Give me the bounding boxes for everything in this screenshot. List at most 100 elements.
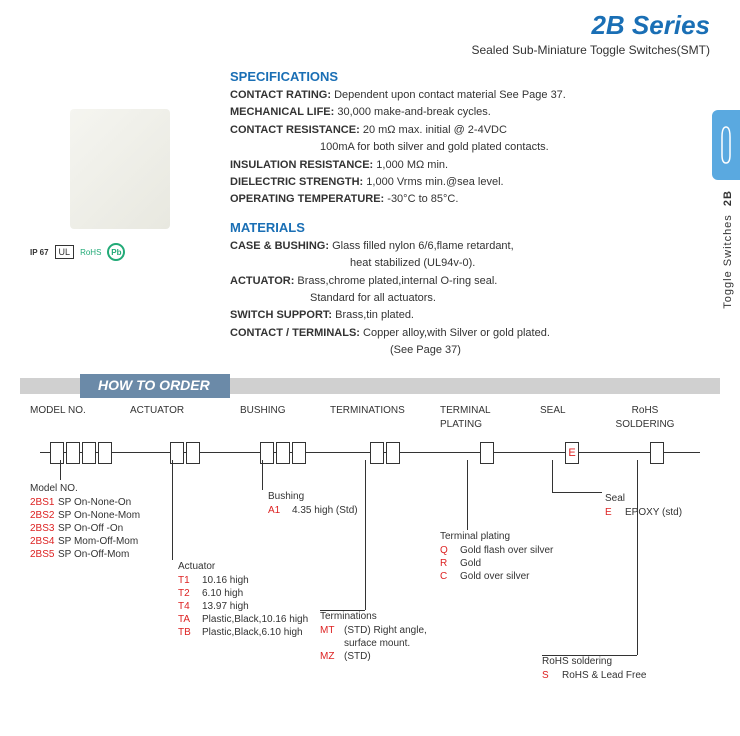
v: SP On-None-On	[58, 497, 131, 508]
c: C	[440, 570, 460, 584]
val: Copper alloy,with Silver or gold plated.	[360, 327, 550, 339]
c: T2	[178, 587, 198, 601]
bush-head: Bushing	[268, 490, 304, 504]
box-bush-2	[276, 442, 290, 464]
lbl: MECHANICAL LIFE:	[230, 106, 334, 118]
c: T4	[178, 600, 198, 614]
box-rohs-1	[650, 442, 664, 464]
side-tab	[712, 110, 740, 180]
box-model-2	[66, 442, 80, 464]
seal-head: Seal	[605, 492, 625, 506]
boxes-row: E	[20, 442, 720, 474]
c: E	[605, 506, 625, 520]
spec-dielectric: DIELECTRIC STRENGTH: 1,000 Vrms min.@sea…	[230, 175, 720, 190]
model-r4: 2BS4SP Mom-Off-Mom	[30, 535, 138, 549]
c: 2BS4	[30, 535, 58, 549]
mat-actuator: ACTUATOR: Brass,chrome plated,internal O…	[230, 274, 720, 289]
hconn-seal	[552, 492, 602, 493]
how-to-order-bar: HOW TO ORDER	[20, 374, 720, 398]
v: Gold flash over silver	[460, 545, 553, 556]
model-head: Model NO.	[30, 482, 78, 496]
vline-actuator	[172, 460, 173, 560]
v: RoHS & Lead Free	[562, 670, 647, 681]
box-model-1	[50, 442, 64, 464]
lbl: CONTACT / TERMINALS:	[230, 327, 360, 339]
vline-seal	[552, 460, 553, 492]
plat-r1: QGold flash over silver	[440, 544, 553, 558]
c: 2BS5	[30, 548, 58, 562]
vline-rohs	[637, 460, 638, 655]
box-seal-1: E	[565, 442, 579, 464]
ip67-text: IP 67	[30, 248, 49, 257]
mat-contact: CONTACT / TERMINALS: Copper alloy,with S…	[230, 326, 720, 341]
model-r1: 2BS1SP On-None-On	[30, 496, 131, 510]
materials-heading: MATERIALS	[230, 220, 720, 235]
plat-r2: RGold	[440, 557, 481, 571]
c: S	[542, 669, 562, 683]
series-subtitle: Sealed Sub-Miniature Toggle Switches(SMT…	[0, 43, 710, 57]
v: EPOXY (std)	[625, 507, 682, 518]
bush-r1: A14.35 high (Std)	[268, 504, 358, 518]
order-diagram: MODEL NO. ACTUATOR BUSHING TERMINATIONS …	[0, 404, 740, 724]
term-r1: MT(STD) Right angle,	[320, 624, 427, 638]
act-head: Actuator	[178, 560, 215, 574]
spec-column: SPECIFICATIONS CONTACT RATING: Dependent…	[220, 69, 720, 360]
c: 2BS1	[30, 496, 58, 510]
model-r3: 2BS3SP On-Off -On	[30, 522, 123, 536]
v: SP On-Off-Mom	[58, 549, 129, 560]
v: Gold over silver	[460, 571, 529, 582]
val: Dependent upon contact material See Page…	[331, 89, 566, 101]
mat-case: CASE & BUSHING: Glass filled nylon 6/6,f…	[230, 239, 720, 254]
term-r2: MZ(STD)	[320, 650, 371, 664]
rohs-head: RoHS soldering	[542, 655, 612, 669]
v: 4.35 high (Std)	[288, 505, 358, 516]
rohs-r1: SRoHS & Lead Free	[542, 669, 647, 683]
spec-contact-res2: 100mA for both silver and gold plated co…	[230, 140, 720, 155]
mat-contact2: (See Page 37)	[230, 343, 720, 358]
series-title: 2B Series	[0, 10, 710, 41]
lbl: CASE & BUSHING:	[230, 240, 329, 252]
val: 30,000 make-and-break cycles.	[334, 106, 491, 118]
top-section: IP 67 UL RoHS Pb SPECIFICATIONS CONTACT …	[0, 61, 740, 360]
act-r2: T26.10 high	[178, 587, 243, 601]
ul-badge: UL	[55, 245, 75, 259]
vline-model	[60, 460, 61, 480]
v: SP On-None-Mom	[58, 510, 140, 521]
hto-title: HOW TO ORDER	[80, 374, 230, 398]
box-bush-3	[292, 442, 306, 464]
ul-text: UL	[55, 245, 75, 259]
spec-mech-life: MECHANICAL LIFE: 30,000 make-and-break c…	[230, 105, 720, 120]
mat-case2: heat stabilized (UL94v-0).	[230, 256, 720, 271]
rohs-text: RoHS	[80, 248, 101, 257]
val: Brass,chrome plated,internal O-ring seal…	[294, 275, 497, 287]
val: 1,000 Vrms min.@sea level.	[363, 176, 503, 188]
c: R	[440, 557, 460, 571]
v: (STD)	[340, 651, 371, 662]
c: Q	[440, 544, 460, 558]
lbl: CONTACT RESISTANCE:	[230, 124, 360, 136]
v: (STD) Right angle,	[340, 625, 427, 636]
col-seal: SEAL	[540, 404, 566, 418]
col-term: TERMINATIONS	[330, 404, 405, 418]
c: TB	[178, 626, 198, 640]
v: 6.10 high	[198, 588, 243, 599]
mat-actuator2: Standard for all actuators.	[230, 291, 720, 306]
pb-text: Pb	[107, 243, 125, 261]
product-image	[70, 109, 170, 229]
col-plating: TERMINAL PLATING	[440, 404, 510, 431]
v: 13.97 high	[198, 601, 249, 612]
side-category: Toggle Switches	[722, 214, 734, 309]
lbl: ACTUATOR:	[230, 275, 294, 287]
act-r1: T110.16 high	[178, 574, 249, 588]
box-model-4	[98, 442, 112, 464]
col-rohs: RoHS SOLDERING	[605, 404, 685, 431]
box-act-2	[186, 442, 200, 464]
cert-badges: IP 67 UL RoHS Pb	[20, 243, 220, 261]
lbl: OPERATING TEMPERATURE:	[230, 193, 384, 205]
spec-optemp: OPERATING TEMPERATURE: -30°C to 85°C.	[230, 192, 720, 207]
header: 2B Series Sealed Sub-Miniature Toggle Sw…	[0, 0, 740, 61]
col-bushing: BUSHING	[240, 404, 286, 418]
model-r2: 2BS2SP On-None-Mom	[30, 509, 140, 523]
v: Plastic,Black,10.16 high	[198, 614, 308, 625]
vline-plating	[467, 460, 468, 530]
